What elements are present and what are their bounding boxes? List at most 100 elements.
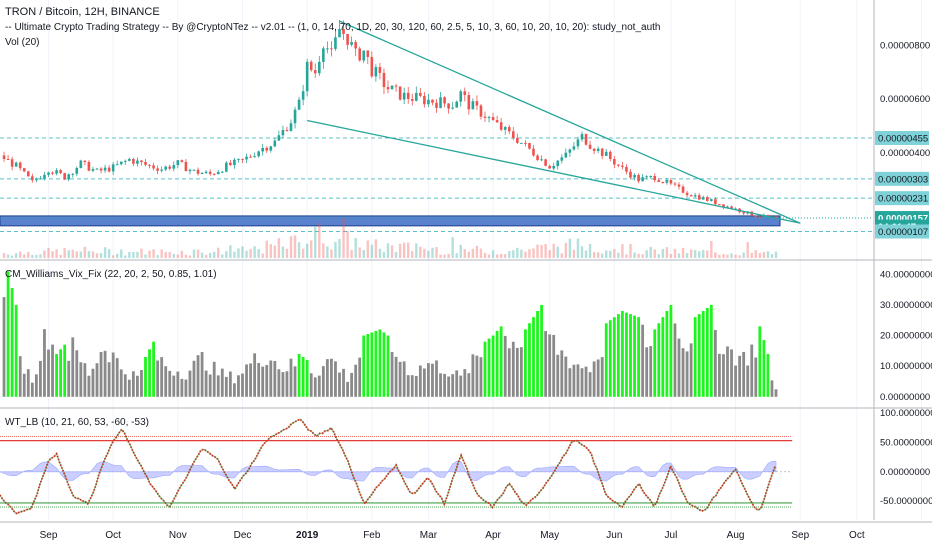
volume-bar (617, 252, 620, 258)
candle-body (548, 165, 551, 169)
vix-bar (18, 356, 22, 397)
volume-bar (35, 254, 38, 258)
candle-body (701, 197, 705, 200)
vix-bar (774, 389, 778, 397)
candle-body (71, 173, 75, 175)
vix-axis-tick: 10.00000000 (880, 361, 932, 372)
volume-bar (580, 246, 584, 258)
candle-body (103, 167, 107, 171)
volume-bar (47, 247, 50, 258)
volume-bar (354, 238, 357, 258)
vix-bar (180, 378, 184, 397)
volume-bar (374, 239, 378, 258)
vix-bar (228, 371, 232, 397)
volume-bar (245, 250, 248, 258)
candle-body (552, 165, 556, 169)
vix-bar (330, 358, 333, 397)
vix-bar (370, 332, 374, 397)
candle-body (714, 199, 717, 205)
candle-body (621, 165, 624, 167)
candle-body (580, 134, 584, 140)
candle-body (600, 148, 604, 156)
candle-body (180, 160, 184, 162)
vix-bar (386, 335, 390, 397)
candle-body (592, 148, 596, 151)
candle-body (334, 37, 337, 49)
vix-bar (394, 356, 398, 397)
vix-bar (237, 375, 240, 397)
candle-body (99, 168, 103, 171)
vix-bar (321, 366, 325, 397)
volume-bar (59, 254, 62, 258)
vix-bar (148, 349, 151, 397)
vix-bar (67, 360, 71, 397)
volume-bar (714, 252, 717, 258)
candle-body (414, 92, 418, 101)
vix-bar (467, 373, 471, 397)
volume-bar (91, 251, 95, 258)
vix-bar (435, 360, 438, 397)
vix-bar (612, 317, 616, 397)
volume-bar (297, 242, 301, 258)
volume-bar (572, 249, 576, 258)
volume-bar (512, 250, 515, 258)
vix-bar (463, 369, 467, 397)
vix-bar (257, 363, 261, 397)
vix-bar (313, 377, 317, 397)
volume-bar (394, 251, 398, 258)
vix-bar (136, 375, 139, 397)
candle-body (467, 95, 471, 110)
vix-bar (422, 368, 426, 397)
candle-body (742, 212, 745, 214)
volume-bar (645, 250, 648, 258)
candle-body (277, 135, 281, 141)
candle-body (455, 101, 459, 108)
volume-bar (774, 251, 778, 258)
candle-body (556, 160, 560, 166)
time-axis-label: Oct (105, 530, 121, 541)
volume-bar (407, 242, 410, 258)
candle-body (604, 151, 608, 156)
volume-bar (398, 243, 402, 258)
candle-body (471, 101, 475, 110)
vix-bar (661, 317, 665, 397)
vix-bar (718, 353, 721, 397)
candle-body (216, 171, 220, 175)
volume-bar (681, 247, 685, 258)
vix-indicator-label: CM_Williams_Vix_Fix (22, 20, 2, 50, 0.85… (5, 269, 217, 280)
vix-bar (22, 373, 26, 397)
vix-bar (629, 314, 632, 397)
candle-body (774, 216, 778, 218)
vix-bar (156, 360, 160, 397)
candle-body (26, 171, 30, 177)
volume-bar (221, 254, 224, 258)
candle-body (657, 180, 661, 182)
vix-bar (487, 338, 491, 397)
candle-body (499, 122, 503, 130)
vix-bar (192, 360, 196, 397)
volume-bar (330, 249, 333, 258)
candle-body (475, 101, 479, 106)
candle-body (107, 167, 111, 172)
volume-bar (483, 252, 487, 258)
candle-body (184, 161, 188, 172)
vix-bar (693, 317, 697, 397)
volume-bar (83, 246, 87, 258)
volume-bar (750, 252, 753, 258)
volume-bar (184, 254, 188, 258)
volume-bar (79, 251, 83, 258)
volume-bar (649, 246, 652, 258)
vix-bar (608, 320, 612, 397)
vix-bar (220, 368, 224, 397)
vix-bar (568, 368, 572, 397)
vix-bar (354, 364, 358, 397)
vix-bar (677, 338, 681, 397)
candle-body (443, 97, 446, 104)
candle-body (568, 149, 572, 153)
candle-body (394, 85, 398, 87)
vix-bar (592, 361, 596, 397)
volume-bar (67, 250, 70, 258)
volume-bar (455, 253, 458, 258)
volume-bar (366, 240, 369, 258)
